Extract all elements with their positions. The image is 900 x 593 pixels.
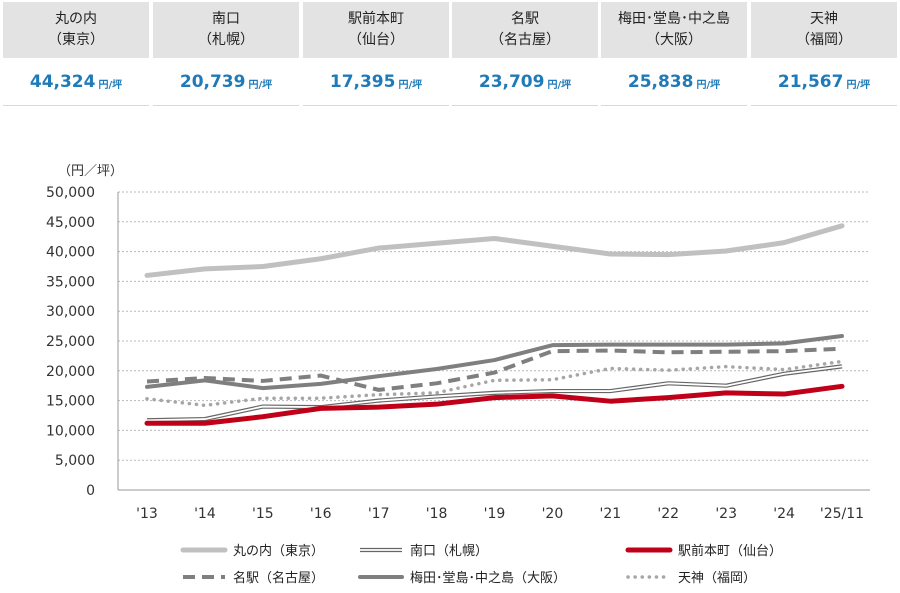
price-unit: 円/坪 — [846, 79, 871, 91]
legend-item: 天神（福岡） — [626, 571, 756, 586]
y-tick-label: 45,000 — [46, 215, 95, 231]
summary-cell-meieki: 名駅 （名古屋） 23,709 円/坪 — [452, 2, 598, 106]
summary-cell-header: 梅田･堂島･中之島 （大阪） — [601, 2, 747, 58]
x-tick-label: '18 — [426, 506, 448, 522]
legend-label: 梅田･堂島･中之島（大阪） — [410, 571, 566, 586]
summary-cell-price: 23,709 円/坪 — [452, 58, 598, 106]
area-name: 天神 — [810, 11, 838, 27]
city-name: （大阪） — [646, 32, 702, 48]
y-tick-label: 30,000 — [46, 304, 95, 320]
x-tick-label: '14 — [194, 506, 216, 522]
x-tick-label: '24 — [773, 506, 795, 522]
summary-cell-header: 駅前本町 （仙台） — [303, 2, 449, 58]
price-value: 23,709 — [478, 71, 545, 92]
area-name: 南口 — [212, 11, 240, 27]
y-tick-label: 10,000 — [46, 423, 95, 439]
series-line — [146, 346, 843, 392]
summary-cell-umeda: 梅田･堂島･中之島 （大阪） 25,838 円/坪 — [601, 2, 747, 106]
city-name: （東京） — [48, 32, 104, 48]
y-tick-label: 50,000 — [46, 185, 95, 201]
y-tick-label: 35,000 — [46, 274, 95, 290]
price-value: 21,567 — [777, 71, 844, 92]
summary-cell-marunouchi: 丸の内 （東京） 44,324 円/坪 — [3, 2, 149, 106]
y-tick-label: 40,000 — [46, 245, 95, 261]
x-tick-label: '16 — [310, 506, 332, 522]
legend-label: 丸の内（東京） — [233, 543, 324, 559]
summary-cell-header: 丸の内 （東京） — [3, 2, 149, 58]
y-tick-label: 0 — [86, 483, 95, 499]
x-tick-label: '20 — [542, 506, 564, 522]
summary-cell-minamiguchi: 南口 （札幌） 20,739 円/坪 — [153, 2, 299, 106]
y-tick-label: 15,000 — [46, 394, 95, 410]
summary-cell-price: 20,739 円/坪 — [153, 58, 299, 106]
area-name: 駅前本町 — [348, 11, 404, 27]
area-name: 梅田･堂島･中之島 — [618, 11, 730, 27]
series-lines — [144, 223, 845, 426]
y-tick-label: 20,000 — [46, 364, 95, 380]
summary-cell-ekimaehoncho: 駅前本町 （仙台） 17,395 円/坪 — [303, 2, 449, 106]
area-name: 名駅 — [511, 11, 539, 27]
x-tick-label: '21 — [599, 506, 621, 522]
price-unit: 円/坪 — [547, 79, 572, 91]
summary-cell-price: 21,567 円/坪 — [751, 58, 897, 106]
summary-cell-header: 南口 （札幌） — [153, 2, 299, 58]
city-name: （名古屋） — [490, 32, 560, 48]
price-unit: 円/坪 — [696, 79, 721, 91]
price-value: 25,838 — [627, 71, 694, 92]
series-line-inner — [146, 365, 843, 422]
legend-item: 丸の内（東京） — [180, 543, 324, 559]
summary-cell-header: 名駅 （名古屋） — [452, 2, 598, 58]
legend-label: 天神（福岡） — [678, 571, 756, 586]
series-line — [145, 334, 844, 391]
y-tick-label: 5,000 — [55, 453, 95, 469]
x-tick-label: '25/11 — [820, 506, 864, 522]
city-name: （仙台） — [348, 32, 404, 48]
y-tick-label: 25,000 — [46, 334, 95, 350]
y-axis-label: （円／坪） — [58, 164, 123, 179]
x-axis-ticks: '13 '14 '15 '16 '17 '18 '19 '20 '21 '22 '23 '24 '25/… — [136, 506, 864, 522]
legend-label: 名駅（名古屋） — [233, 570, 324, 586]
summary-cell-tenjin: 天神 （福岡） 21,567 円/坪 — [751, 2, 897, 106]
city-name: （福岡） — [796, 32, 852, 48]
legend: 丸の内（東京） 南口（札幌） 駅前本町（仙台） 名駅（名古屋） 梅田･堂島･中之島（大阪… — [180, 543, 782, 586]
price-unit: 円/坪 — [98, 79, 123, 91]
summary-cell-price: 17,395 円/坪 — [303, 58, 449, 106]
series-line — [145, 359, 844, 408]
legend-label: 南口（札幌） — [410, 543, 488, 559]
legend-item: 名駅（名古屋） — [183, 570, 324, 586]
legend-item: 梅田･堂島･中之島（大阪） — [358, 571, 566, 586]
city-name: （札幌） — [198, 32, 254, 48]
legend-item: 駅前本町（仙台） — [625, 543, 782, 559]
legend-item: 南口（札幌） — [360, 543, 488, 559]
gridlines — [117, 191, 870, 491]
summary-cell-header: 天神 （福岡） — [751, 2, 897, 58]
series-line — [144, 383, 845, 426]
x-tick-label: '13 — [136, 506, 158, 522]
x-tick-label: '22 — [657, 506, 679, 522]
y-axis-ticks: 0 5,000 10,000 15,000 20,000 25,000 30,000 35,0… — [46, 185, 95, 499]
price-unit: 円/坪 — [248, 79, 273, 91]
summary-cell-price: 44,324 円/坪 — [3, 58, 149, 106]
price-summary-table: 丸の内 （東京） 44,324 円/坪 南口 （札幌） 20,739 円/坪 駅前本… — [3, 2, 897, 106]
price-value: 44,324 — [29, 71, 96, 92]
x-tick-label: '23 — [715, 506, 737, 522]
area-name: 丸の内 — [55, 11, 97, 27]
summary-cell-price: 25,838 円/坪 — [601, 58, 747, 106]
x-tick-label: '19 — [484, 506, 506, 522]
x-tick-label: '15 — [252, 506, 274, 522]
legend-label: 駅前本町（仙台） — [678, 543, 782, 559]
x-tick-label: '17 — [368, 506, 390, 522]
series-line — [144, 223, 845, 278]
price-value: 17,395 — [329, 71, 396, 92]
price-value: 20,739 — [179, 71, 246, 92]
price-unit: 円/坪 — [398, 79, 423, 91]
